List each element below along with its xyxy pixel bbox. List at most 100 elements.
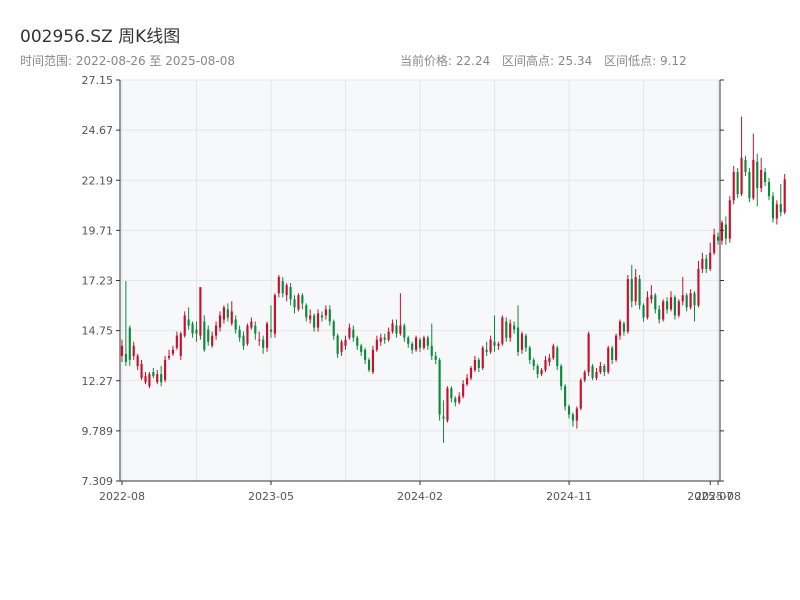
candle-body-up <box>783 179 786 213</box>
candle-body-up <box>615 335 618 360</box>
candle-body-down <box>665 301 669 310</box>
candle-body-up <box>681 295 684 302</box>
date-range-label: 时间范围: 2022-08-26 至 2025-08-08 <box>20 54 235 68</box>
candle-body-down <box>485 349 488 352</box>
candle-body-up <box>148 374 151 387</box>
x-tick-label: 2025-07 <box>687 490 733 503</box>
candle-body-down <box>356 337 359 346</box>
candle-body-up <box>164 359 167 381</box>
candle-body-down <box>207 329 210 342</box>
candle-body-down <box>736 171 739 195</box>
candle-body-down <box>705 258 708 269</box>
candle-body-down <box>254 325 257 334</box>
candle-body-down <box>128 327 131 360</box>
candle-body-down <box>779 204 782 213</box>
candle-body-up <box>481 347 484 369</box>
candle-body-up <box>446 388 449 421</box>
candle-body-down <box>152 372 155 377</box>
candle-body-down <box>124 353 127 362</box>
y-tick-label: 12.27 <box>82 375 114 388</box>
candle-body-up <box>171 349 175 354</box>
candle-body-up <box>379 337 382 342</box>
candle-body-down <box>450 388 453 399</box>
candle-body-down <box>564 386 567 407</box>
candle-body-up <box>458 396 461 403</box>
candle-body-up <box>595 372 598 379</box>
y-tick-label: 24.67 <box>82 124 114 137</box>
candle-body-up <box>465 378 469 385</box>
x-tick-label: 2023-05 <box>248 490 294 503</box>
candle-body-up <box>199 287 202 336</box>
candle-body-down <box>320 315 324 318</box>
candle-body-up <box>489 339 492 352</box>
candle-body-up <box>548 357 551 362</box>
candle-body-up <box>579 380 582 409</box>
candle-body-up <box>375 339 378 350</box>
candle-body-down <box>418 339 422 348</box>
candle-body-up <box>760 169 763 189</box>
candle-body-up <box>501 317 504 344</box>
candle-body-up <box>230 311 233 324</box>
candle-body-up <box>273 295 276 334</box>
candle-body-down <box>642 305 645 318</box>
candle-body-up <box>258 339 261 341</box>
candle-body-down <box>767 182 771 197</box>
candle-body-up <box>599 365 602 373</box>
candle-body-up <box>250 321 253 328</box>
y-tick-label: 7.309 <box>82 475 114 488</box>
candle-body-up <box>497 343 500 346</box>
candle-body-up <box>179 333 182 356</box>
candle-body-up <box>324 309 327 316</box>
candle-body-down <box>434 355 437 360</box>
y-tick-label: 17.23 <box>82 275 114 288</box>
candle-body-up <box>752 159 755 199</box>
candle-body-down <box>744 159 747 172</box>
candle-body-down <box>477 359 480 369</box>
candle-body-up <box>646 297 649 318</box>
candle-body-up <box>618 321 622 336</box>
candle-body-up <box>713 234 716 253</box>
candle-body-down <box>630 279 633 302</box>
candle-body-up <box>544 359 547 371</box>
candle-body-up <box>669 297 673 310</box>
candle-body-down <box>438 359 441 415</box>
y-tick-label: 27.15 <box>82 74 114 87</box>
candle-body-down <box>313 315 316 328</box>
candle-body-down <box>442 416 445 419</box>
candle-body-down <box>513 325 516 330</box>
y-tick-label: 9.789 <box>82 425 114 438</box>
candle-body-up <box>650 295 653 300</box>
candle-body-up <box>285 285 288 296</box>
candle-body-down <box>305 305 308 318</box>
candle-body-down <box>187 319 190 326</box>
candle-body-up <box>732 171 735 201</box>
candle-body-up <box>689 293 692 308</box>
candle-body-down <box>603 365 606 373</box>
candle-body-down <box>748 171 751 199</box>
candle-body-up <box>473 359 476 371</box>
candle-body-up <box>344 339 347 346</box>
candle-body-down <box>654 295 657 310</box>
candle-body-up <box>422 337 425 348</box>
candle-body-down <box>238 329 241 338</box>
candle-body-up <box>215 325 218 336</box>
candle-body-down <box>430 345 433 356</box>
candle-body-down <box>360 345 363 352</box>
candle-body-up <box>309 315 312 320</box>
candle-body-down <box>638 279 641 306</box>
candle-body-down <box>505 321 508 338</box>
candle-body-up <box>775 204 778 219</box>
candle-body-down <box>336 335 339 354</box>
candle-body-down <box>332 321 335 336</box>
candle-body-up <box>183 315 186 336</box>
candle-body-down <box>771 196 775 219</box>
candle-body-down <box>685 295 688 308</box>
candle-body-up <box>277 277 280 294</box>
candle-body-up <box>399 325 402 334</box>
x-tick-label: 2024-11 <box>546 490 592 503</box>
candle-body-up <box>540 370 543 375</box>
candle-body-down <box>571 414 575 421</box>
candle-body-down <box>383 337 386 340</box>
candle-body-up <box>156 374 159 383</box>
